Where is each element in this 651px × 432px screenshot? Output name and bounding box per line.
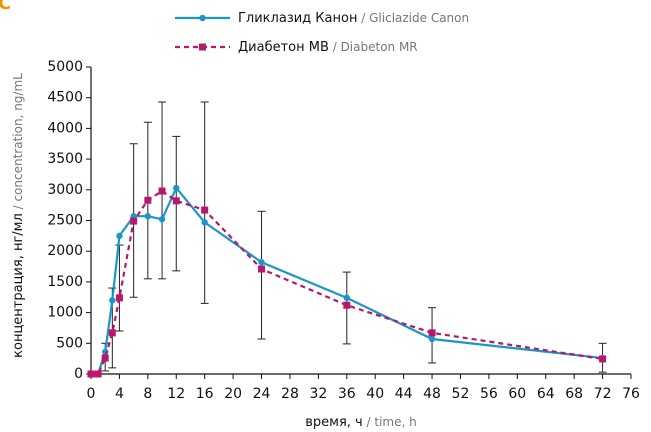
legend-name-en: Diabeton MR: [341, 40, 418, 54]
legend-marker: [199, 43, 206, 51]
y-axis-label: концентрация, нг/мл / concentration, ng/…: [11, 73, 26, 358]
corner-mark: C: [0, 0, 11, 14]
x-tick-label: 72: [594, 386, 612, 402]
series-line: [91, 189, 603, 376]
marker: [258, 265, 266, 273]
marker: [172, 197, 180, 205]
y-tick-label: 4000: [47, 120, 83, 136]
x-tick-label: 60: [508, 386, 526, 402]
marker: [101, 354, 109, 362]
x-tick-label: 4: [115, 386, 124, 402]
error-bar: [257, 210, 266, 340]
marker: [343, 301, 351, 309]
marker: [599, 355, 607, 363]
legend-marker: [199, 14, 206, 22]
marker: [201, 206, 209, 214]
x-tick-label: 12: [167, 386, 185, 402]
y-label-sep: /: [11, 202, 25, 214]
marker: [144, 213, 152, 220]
legend-label: Диабетон МВ / Diabeton MR: [238, 40, 418, 55]
x-tick-label: 0: [87, 386, 96, 402]
y-tick-label: 2000: [47, 243, 83, 259]
y-tick-label: 1500: [47, 274, 83, 290]
marker: [144, 196, 152, 204]
x-axis-label: время, ч / time, h: [305, 415, 417, 430]
x-tick-label: 20: [224, 386, 242, 402]
y-tick-label: 2500: [47, 213, 83, 229]
x-tick-label: 28: [281, 386, 299, 402]
legend-sep: /: [357, 11, 369, 25]
x-tick-label: 48: [423, 386, 441, 402]
marker: [173, 184, 180, 192]
y-tick-label: 3500: [47, 151, 83, 167]
x-tick-label: 8: [143, 386, 152, 402]
x-tick-label: 52: [452, 386, 470, 402]
marker: [115, 294, 123, 302]
x-tick-label: 44: [395, 386, 413, 402]
x-tick-label: 24: [253, 386, 271, 402]
marker: [428, 329, 436, 337]
y-label-ru: концентрация, нг/мл: [11, 213, 26, 358]
marker: [116, 232, 123, 240]
x-tick-label: 36: [338, 386, 356, 402]
x-tick-label: 56: [480, 386, 498, 402]
x-tick-label: 40: [366, 386, 384, 402]
y-tick-label: 3000: [47, 182, 83, 198]
x-tick-label: 16: [196, 386, 214, 402]
y-tick-label: 4500: [47, 90, 83, 106]
legend-sep: /: [329, 40, 341, 54]
x-tick-label: 68: [565, 386, 583, 402]
legend-name: Диабетон МВ: [238, 40, 329, 55]
y-tick-label: 1000: [47, 305, 83, 321]
marker: [87, 370, 95, 378]
legend-label: Гликлазид Канон / Gliclazide Canon: [238, 11, 469, 26]
marker: [258, 259, 265, 266]
marker: [158, 216, 166, 223]
x-label-en: time, h: [374, 415, 416, 429]
x-label-sep: /: [363, 415, 375, 429]
marker: [428, 335, 436, 343]
marker: [130, 217, 138, 225]
marker: [109, 297, 116, 304]
marker: [108, 329, 116, 337]
series-line: [91, 185, 603, 376]
y-tick-label: 500: [56, 335, 83, 351]
marker: [158, 187, 166, 195]
x-label-ru: время, ч: [305, 415, 362, 430]
marker: [201, 219, 208, 226]
y-tick-label: 0: [74, 366, 83, 382]
y-tick-label: 5000: [47, 59, 83, 75]
error-bar: [200, 101, 209, 304]
x-tick-label: 64: [537, 386, 555, 402]
legend-name-en: Gliclazide Canon: [369, 11, 469, 25]
marker: [343, 294, 350, 302]
marker: [94, 370, 102, 378]
x-tick-label: 32: [309, 386, 327, 402]
x-tick-label: 76: [622, 386, 640, 402]
y-label-en: concentration, ng/mL: [11, 73, 25, 202]
legend-name: Гликлазид Канон: [238, 11, 357, 26]
